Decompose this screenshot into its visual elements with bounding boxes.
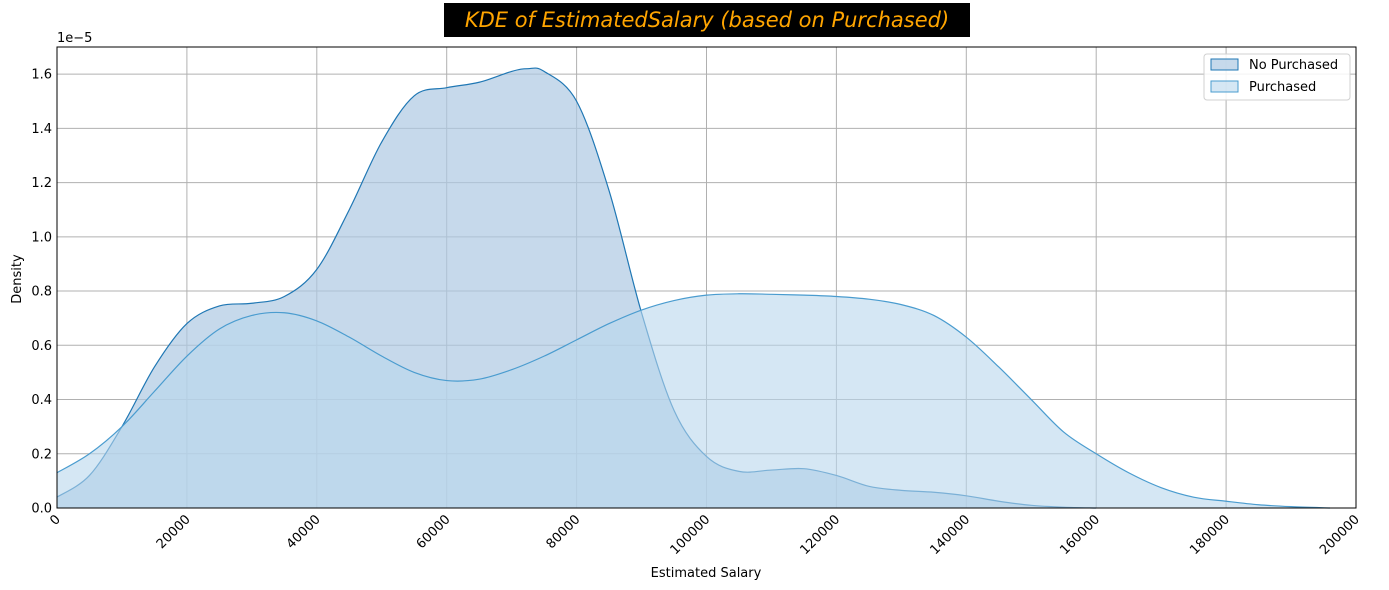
x-tick-label: 100000 — [668, 512, 714, 558]
x-tick-label: 140000 — [927, 512, 973, 558]
series-layer — [56, 67, 1331, 509]
y-tick-label: 0.2 — [31, 447, 52, 462]
legend-label-no-purchased: No Purchased — [1249, 58, 1338, 73]
y-tick-label: 0.8 — [31, 285, 52, 300]
x-tick-label: 40000 — [284, 512, 324, 552]
chart-title: KDE of EstimatedSalary (based on Purchas… — [465, 8, 949, 32]
y-tick-label: 0.6 — [31, 339, 52, 354]
x-tick-label: 180000 — [1187, 512, 1233, 558]
line-purchased — [56, 293, 1331, 509]
legend-box — [1203, 53, 1351, 101]
y-tick-label: 1.2 — [31, 176, 52, 191]
y-tick-label: 0.4 — [31, 393, 52, 408]
legend-swatch-no-purchased — [1210, 58, 1239, 71]
y-tick-label: 0.0 — [31, 502, 52, 517]
x-tick-label: 60000 — [414, 512, 454, 552]
y-axis-title: Density — [10, 254, 25, 304]
plot-frame — [56, 46, 1357, 509]
y-tick-label: 1.4 — [31, 122, 52, 137]
y-tick-label: 1.6 — [31, 68, 52, 83]
y-axis-ticks: 0.0 0.2 0.4 0.6 0.8 1.0 1.2 1.4 1.6 — [31, 68, 52, 517]
area-purchased — [57, 293, 1331, 508]
x-axis-title: Estimated Salary — [651, 566, 762, 581]
legend-label-purchased: Purchased — [1249, 80, 1316, 95]
chart-title-background — [444, 3, 970, 37]
chart-title-group: KDE of EstimatedSalary (based on Purchas… — [444, 3, 970, 37]
x-tick-label: 80000 — [544, 512, 584, 552]
y-offset-label: 1e−5 — [57, 31, 92, 46]
x-tick-label: 160000 — [1057, 512, 1103, 558]
legend: No Purchased Purchased — [1203, 53, 1351, 101]
y-tick-label: 1.0 — [31, 230, 52, 245]
x-axis-ticks: 0 20000 40000 60000 80000 100000 120000 140000 1… — [47, 512, 1362, 558]
x-tick-label: 200000 — [1317, 512, 1363, 558]
x-tick-label: 20000 — [154, 512, 194, 552]
legend-swatch-purchased — [1210, 80, 1239, 93]
x-tick-label: 120000 — [798, 512, 844, 558]
